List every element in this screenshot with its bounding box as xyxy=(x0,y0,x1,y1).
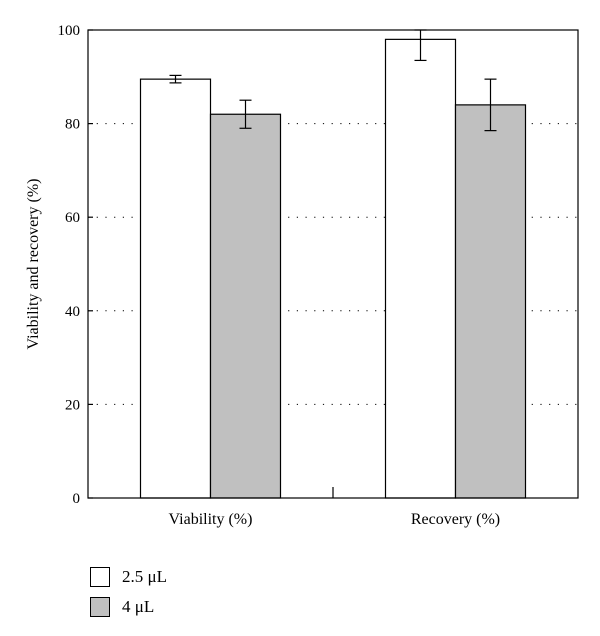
bar xyxy=(454,104,527,499)
legend-item-2-5ul: 2.5 μL xyxy=(90,565,167,589)
bar xyxy=(384,38,457,499)
y-tick-label: 100 xyxy=(58,23,81,39)
y-tick-label: 60 xyxy=(65,210,80,226)
legend-swatch-white xyxy=(90,567,110,587)
legend-swatch-gray xyxy=(90,597,110,617)
legend-label: 2.5 μL xyxy=(122,567,167,586)
legend: 2.5 μL 4 μL xyxy=(90,565,167,625)
legend-item-4ul: 4 μL xyxy=(90,595,167,619)
y-tick-label: 0 xyxy=(73,491,81,507)
x-category-label: Viability (%) xyxy=(169,511,253,528)
bars xyxy=(139,38,527,499)
y-axis-label: Viability and recovery (%) xyxy=(25,179,42,350)
x-category-label: Recovery (%) xyxy=(411,511,500,528)
bar xyxy=(139,78,212,499)
bar xyxy=(209,113,282,499)
y-tick-label: 40 xyxy=(65,304,80,320)
y-axis-ticks: 0 20 40 60 80 100 xyxy=(58,23,334,507)
legend-label: 4 μL xyxy=(122,597,155,616)
x-axis-categories: Viability (%) Recovery (%) xyxy=(169,511,501,528)
y-tick-label: 20 xyxy=(65,397,80,413)
error-bars xyxy=(169,29,497,132)
y-tick-label: 80 xyxy=(65,117,80,133)
